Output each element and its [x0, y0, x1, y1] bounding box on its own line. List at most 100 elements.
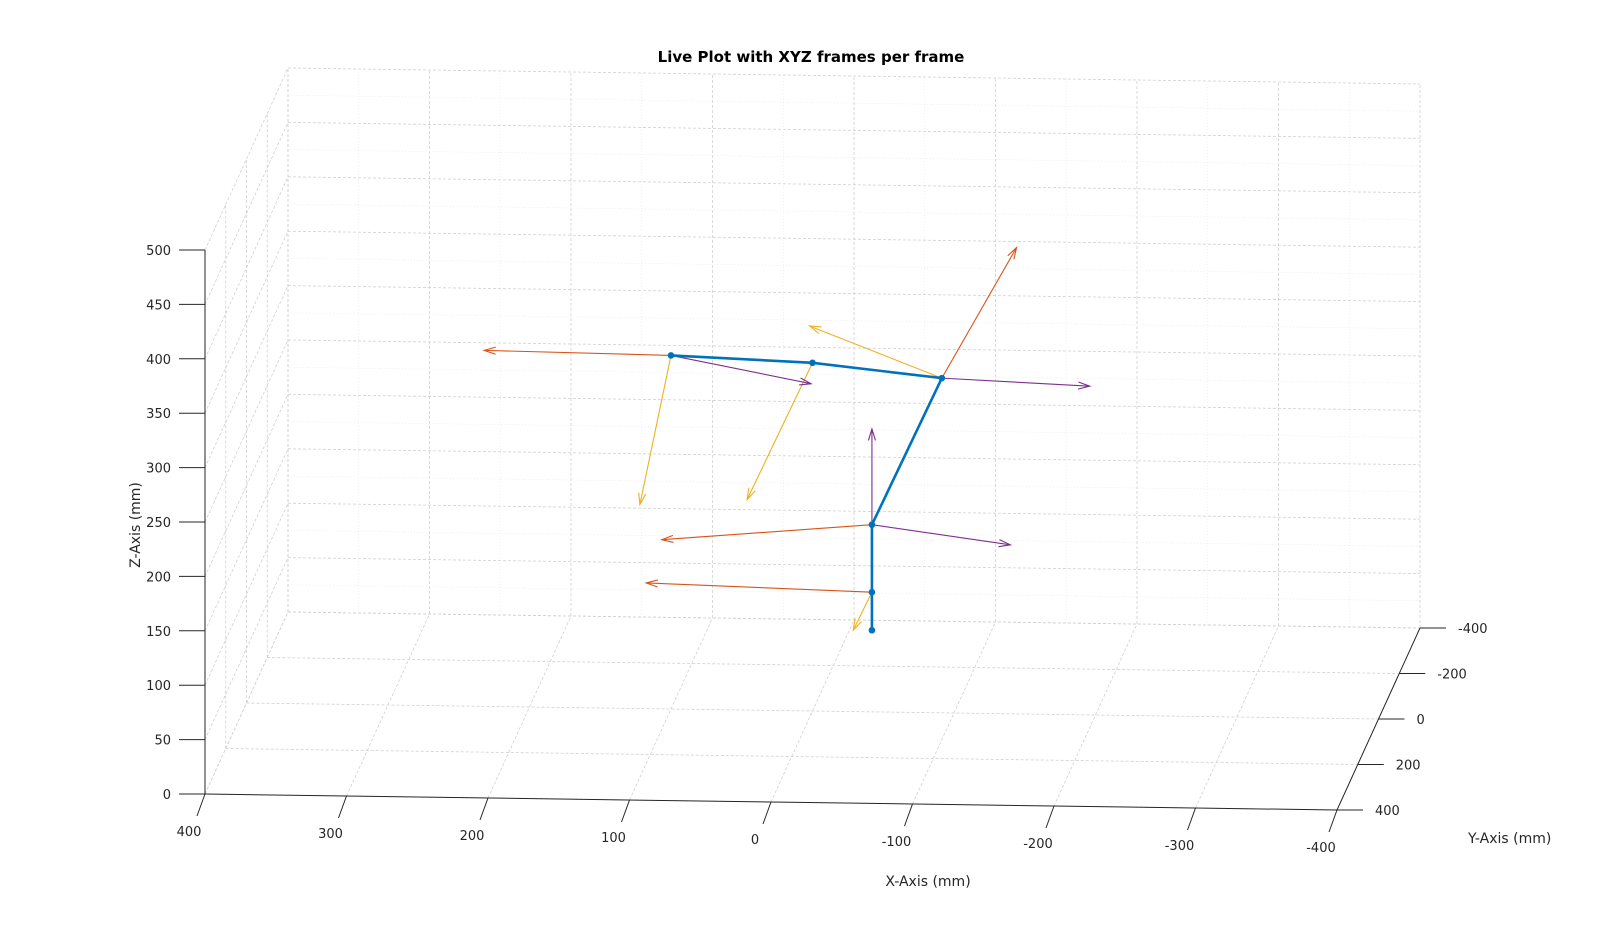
frame-x-arrow-head — [644, 579, 658, 588]
back-wall-grid-line — [287, 67, 1421, 85]
x-tick — [621, 799, 630, 823]
x-tick — [762, 801, 772, 825]
back-wall-grid-line — [287, 339, 1421, 357]
back-wall-grid-line — [287, 502, 1421, 520]
z-tick-label: 300 — [146, 462, 171, 477]
side-wall-grid-line — [204, 231, 289, 414]
back-wall-grid-line — [287, 285, 1421, 302]
z-tick-label: 500 — [146, 244, 171, 259]
side-wall-grid-line — [204, 448, 289, 631]
floor-grid-line — [1053, 623, 1138, 807]
x-tick-label: 100 — [601, 831, 626, 846]
x-tick-label: 300 — [318, 827, 343, 842]
side-wall-grid-line — [204, 122, 289, 305]
y-tick-label: 200 — [1396, 759, 1421, 774]
back-wall-grid-line — [287, 230, 1421, 248]
joint-point — [667, 352, 675, 359]
side-wall-grid-line — [204, 176, 289, 359]
x-axis-label: X-Axis (mm) — [885, 874, 970, 890]
frame-y-arrow-head — [638, 492, 647, 507]
x-tick — [338, 795, 347, 819]
frame-z-arrow — [941, 377, 1090, 387]
minor-grid-line — [287, 312, 1421, 330]
z-tick-label: 50 — [154, 734, 171, 749]
y-tick-label: 0 — [1417, 713, 1425, 728]
series — [482, 245, 1092, 634]
chart-title: Live Plot with XYZ frames per frame — [658, 48, 965, 66]
floor-grid-line — [629, 617, 713, 801]
tick-labels: 400 300 200 100 0 -100 -200 -300 -400 -400 -200 0 20… — [146, 244, 1487, 856]
back-wall-grid-line — [287, 176, 1421, 194]
frame-x-arrow — [661, 524, 872, 541]
frame-z-arrow-head — [998, 539, 1013, 548]
x-tick-label: 400 — [177, 825, 202, 840]
frame-y-arrow-head — [852, 618, 862, 632]
frame-z-arrow — [871, 524, 1011, 546]
z-tick-label: 250 — [146, 516, 171, 531]
side-wall-grid-line — [204, 557, 289, 740]
z-tick-label: 400 — [146, 353, 171, 368]
frame-z-arrow-head — [867, 427, 877, 441]
y-axis-label: Y-Axis (mm) — [1467, 831, 1551, 847]
joint-point — [809, 359, 816, 367]
back-wall-grid-line — [287, 394, 1421, 411]
x-tick — [1328, 809, 1338, 833]
floor-grid-line — [487, 615, 572, 799]
y-tick-label: -200 — [1437, 668, 1467, 683]
frame-z-arrow-head — [1077, 381, 1092, 390]
side-wall-grid-line — [204, 611, 289, 795]
grid-lines — [204, 67, 1421, 811]
x-tick-label: -300 — [1165, 839, 1195, 854]
joint-point — [868, 588, 876, 596]
joint-point — [868, 521, 876, 529]
frame-y-arrow — [852, 591, 873, 631]
frame-y-arrow — [809, 325, 943, 379]
side-wall-grid-line — [204, 503, 289, 686]
side-wall-grid-line — [204, 67, 289, 251]
side-wall-grid-line — [204, 285, 289, 468]
axes — [179, 249, 1446, 833]
x-tick-label: -400 — [1306, 841, 1336, 856]
side-wall-grid-line — [204, 394, 289, 577]
frame-x-arrow-head — [1007, 245, 1018, 260]
frame-x-arrow-head — [659, 534, 674, 543]
x-tick-label: -100 — [882, 835, 912, 850]
x-tick — [904, 803, 913, 827]
joint-point — [938, 374, 946, 382]
z-tick-label: 100 — [146, 679, 171, 694]
x-tick — [1045, 805, 1055, 829]
robot-link-line — [670, 354, 944, 631]
frame-y-arrow-head — [807, 325, 822, 334]
frame-y-arrow — [746, 362, 813, 500]
y-tick-label: 400 — [1375, 804, 1400, 819]
floor-grid-line — [225, 748, 1358, 765]
z-tick-label: 150 — [146, 625, 171, 640]
x-tick-label: 200 — [460, 829, 485, 844]
floor-grid-line — [267, 657, 1400, 674]
x-tick — [479, 797, 489, 821]
frame-x-arrow-head — [482, 346, 496, 355]
side-wall-grid-line — [204, 339, 289, 523]
joint-point — [868, 626, 876, 634]
x-tick-label: 0 — [751, 833, 759, 848]
back-wall-grid-line — [287, 611, 1421, 629]
x-tick — [1187, 807, 1196, 831]
z-tick-label: 350 — [146, 407, 171, 422]
z-tick-label: 450 — [146, 298, 171, 313]
frame-z-arrow-head — [799, 377, 813, 386]
floor-grid-line — [246, 702, 1379, 720]
y-tick-label: -400 — [1458, 622, 1488, 637]
frame-y-arrow-head — [746, 487, 756, 502]
z-tick-label: 0 — [163, 788, 171, 803]
z-axis-label: Z-Axis (mm) — [128, 482, 144, 568]
frame-y-arrow — [639, 355, 672, 505]
frame-x-arrow — [646, 582, 872, 593]
frame-x-arrow — [941, 247, 1018, 379]
back-wall-grid-line — [287, 557, 1421, 574]
frame-x-arrow — [484, 349, 672, 356]
frame-z-arrow — [670, 354, 812, 385]
back-wall-grid-line — [287, 448, 1421, 466]
z-tick-label: 200 — [146, 570, 171, 585]
x-tick — [196, 793, 206, 817]
